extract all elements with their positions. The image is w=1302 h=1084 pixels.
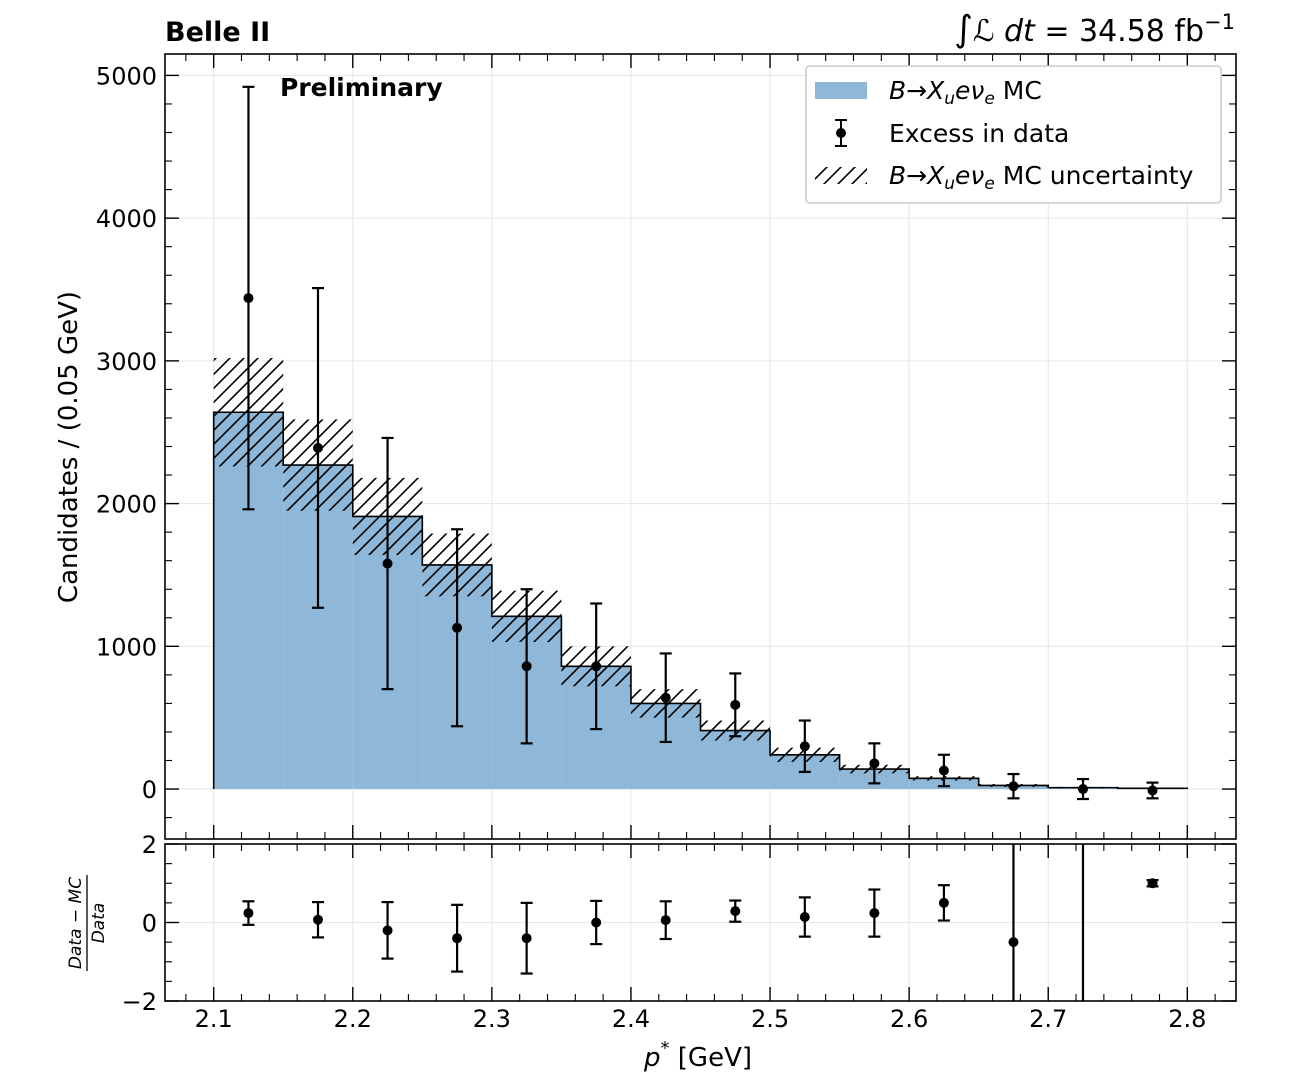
preliminary-label: Preliminary xyxy=(280,73,443,102)
ratio-point xyxy=(730,906,741,917)
ratio-y-tick-label: 0 xyxy=(142,910,157,938)
data-point xyxy=(730,699,741,710)
x-tick-label: 2.4 xyxy=(612,1005,650,1033)
legend-hatch-swatch xyxy=(815,167,867,184)
ratio-ticks: 2.1 2.2 2.3 2.4 2.5 2.6 2.7 2.8 2 0 −2 xyxy=(122,831,1236,1033)
ratio-points xyxy=(242,844,1159,1001)
ratio-y-tick-label: 2 xyxy=(142,831,157,859)
data-point xyxy=(1008,781,1019,792)
data-point xyxy=(799,741,810,752)
ratio-y-axis-label: Data − MC Data xyxy=(66,875,109,971)
data-point xyxy=(382,558,393,569)
ratio-y-tick-label: −2 xyxy=(122,988,157,1016)
main-ticks: 0 1000 2000 3000 4000 5000 xyxy=(96,54,1236,839)
main-panel: 0 1000 2000 3000 4000 5000 Preliminary xyxy=(96,53,1237,840)
ratio-point xyxy=(1008,937,1019,948)
legend-marker-swatch xyxy=(835,119,847,147)
y-tick-label: 4000 xyxy=(96,205,157,233)
data-point xyxy=(521,661,532,672)
ratio-point xyxy=(938,897,949,908)
svg-text:Data − MC: Data − MC xyxy=(66,877,86,969)
y-tick-label: 2000 xyxy=(96,491,157,519)
legend-data-label: Excess in data xyxy=(889,119,1069,148)
ratio-point xyxy=(799,912,810,923)
data-points xyxy=(242,85,1159,801)
legend: B→Xueνe MC Excess in data B→Xueνe MC unc… xyxy=(805,65,1222,204)
y-tick-label: 5000 xyxy=(96,62,157,90)
legend-uncertainty-label: B→Xueνe MC uncertainty xyxy=(889,161,1194,194)
data-point xyxy=(1078,784,1088,795)
data-point xyxy=(1147,785,1158,796)
legend-frame xyxy=(805,65,1222,204)
legend-fill-swatch xyxy=(815,82,867,99)
data-point xyxy=(452,622,463,633)
experiment-label: Belle II xyxy=(165,17,270,48)
x-axis-label: p* [GeV] xyxy=(643,1038,752,1073)
x-tick-label: 2.2 xyxy=(334,1005,372,1033)
x-tick-label: 2.5 xyxy=(751,1005,789,1033)
ratio-point xyxy=(243,908,254,919)
x-tick-label: 2.1 xyxy=(195,1005,233,1033)
data-point xyxy=(869,758,880,769)
y-tick-label: 1000 xyxy=(96,633,157,661)
svg-text:Data: Data xyxy=(89,903,109,944)
data-point xyxy=(660,692,671,703)
ratio-point xyxy=(521,933,532,944)
x-tick-label: 2.7 xyxy=(1029,1005,1067,1033)
ratio-grid xyxy=(165,843,1236,1002)
ratio-panel: 2.1 2.2 2.3 2.4 2.5 2.6 2.7 2.8 2 0 −2 xyxy=(122,831,1237,1033)
data-point xyxy=(243,293,254,304)
ratio-point xyxy=(591,917,602,928)
data-point xyxy=(313,442,323,453)
y-tick-label: 3000 xyxy=(96,348,157,376)
y-axis-label: Candidates / (0.05 GeV) xyxy=(54,291,84,603)
data-point xyxy=(938,765,949,776)
ratio-point xyxy=(382,925,393,936)
legend-mc-label: B→Xueνe MC xyxy=(889,76,1042,109)
ratio-point xyxy=(452,933,463,944)
data-point xyxy=(591,661,602,672)
ratio-point xyxy=(869,908,880,919)
ratio-point xyxy=(1147,878,1158,889)
ratio-point xyxy=(313,914,323,925)
y-tick-label: 0 xyxy=(142,776,157,804)
luminosity-label: ∫ℒ dt = 34.58 fb−1 xyxy=(954,9,1235,50)
x-tick-label: 2.3 xyxy=(473,1005,511,1033)
x-tick-label: 2.6 xyxy=(890,1005,928,1033)
ratio-point xyxy=(660,915,671,926)
x-tick-label: 2.8 xyxy=(1168,1005,1206,1033)
mc-histogram-outline xyxy=(212,411,1189,790)
